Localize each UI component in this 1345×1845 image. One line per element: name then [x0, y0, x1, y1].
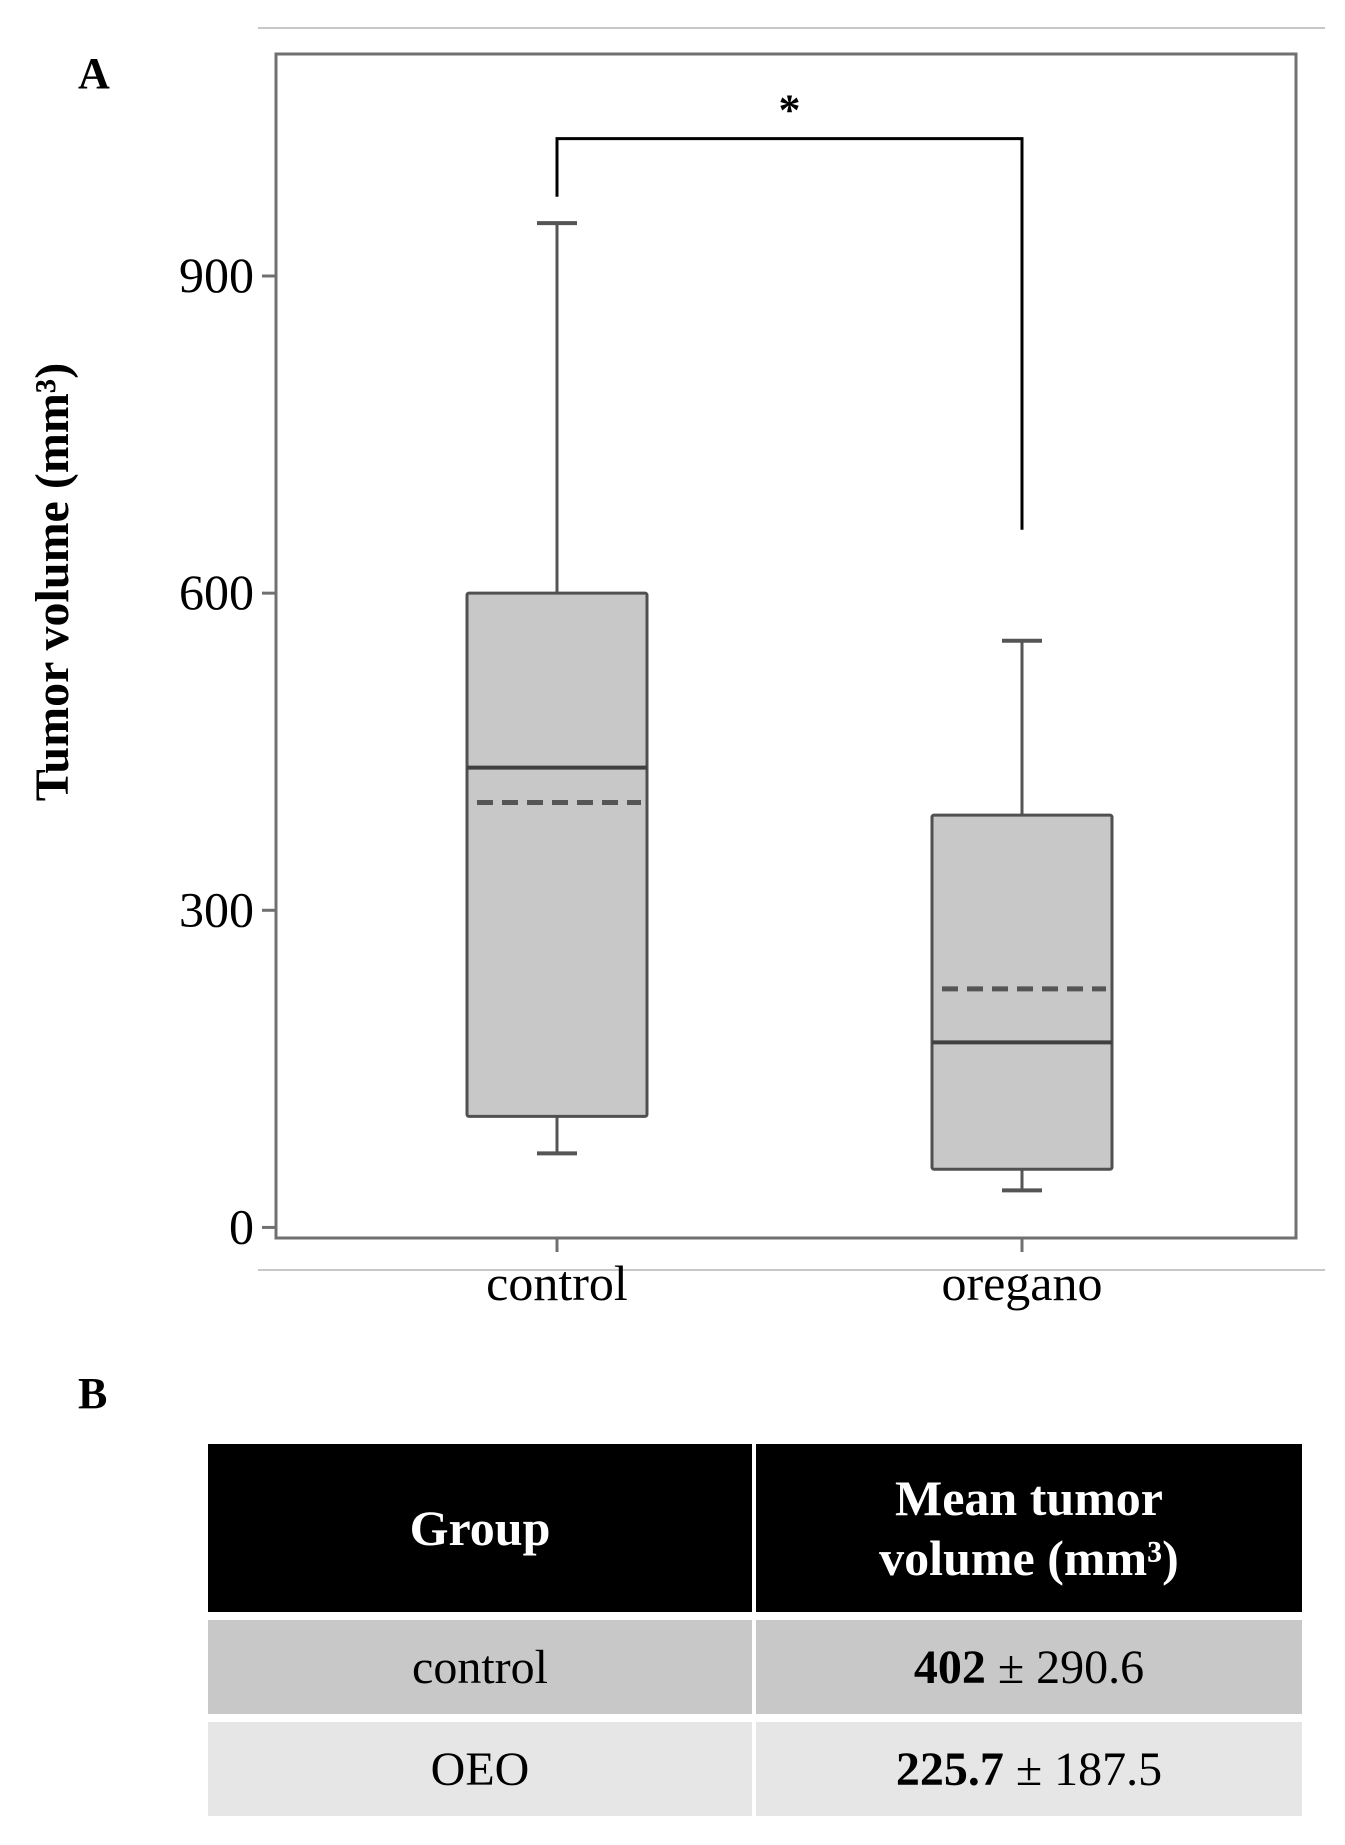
mean-volume-table: Group Mean tumor volume (mm³) control 40… [208, 1444, 1302, 1816]
mean-cell: 225.7 ± 187.5 [752, 1718, 1302, 1816]
mean-cell: 402 ± 290.6 [752, 1616, 1302, 1718]
x-axis: control oregano [486, 1238, 1103, 1311]
group-cell: OEO [208, 1718, 754, 1816]
y-tick-label: 300 [179, 881, 254, 937]
iqr-box [930, 813, 1114, 1171]
header-group: Group [208, 1444, 754, 1616]
group-cell: control [208, 1616, 754, 1718]
y-axis-label: Tumor volume (mm³) [26, 363, 79, 801]
box-plot-chart: 0 300 600 900 control oregano * Tumor volume… [26, 27, 1325, 1311]
sd-value: ± 187.5 [1003, 1742, 1163, 1796]
y-axis: 0 300 600 900 [179, 247, 276, 1254]
plot-frame [274, 52, 1298, 1240]
iqr-box [465, 591, 649, 1118]
panel-a-label: A [78, 49, 110, 98]
x-tick-label: oregano [941, 1255, 1102, 1311]
mean-value: 402 [913, 1640, 986, 1694]
header-mean-text: Mean tumor volume (mm³) [879, 1470, 1179, 1586]
box-control [465, 221, 649, 1156]
box-oregano [930, 638, 1114, 1193]
y-tick-label: 0 [229, 1198, 254, 1254]
table-header-row: Group Mean tumor volume (mm³) [208, 1444, 1302, 1616]
x-tick-label: control [486, 1255, 628, 1311]
table-row: OEO 225.7 ± 187.5 [208, 1718, 1302, 1816]
y-tick-label: 600 [179, 564, 254, 620]
panel-b-label: B [78, 1369, 108, 1418]
significance-star: * [779, 86, 801, 135]
mean-value: 225.7 [895, 1742, 1004, 1796]
table-row: control 402 ± 290.6 [208, 1616, 1302, 1718]
bracket-line [555, 137, 1024, 530]
box-series [465, 221, 1114, 1193]
y-tick-label: 900 [179, 247, 254, 303]
header-mean: Mean tumor volume (mm³) [752, 1444, 1302, 1616]
significance-bracket: * [555, 86, 1024, 530]
sd-value: ± 290.6 [985, 1640, 1145, 1694]
